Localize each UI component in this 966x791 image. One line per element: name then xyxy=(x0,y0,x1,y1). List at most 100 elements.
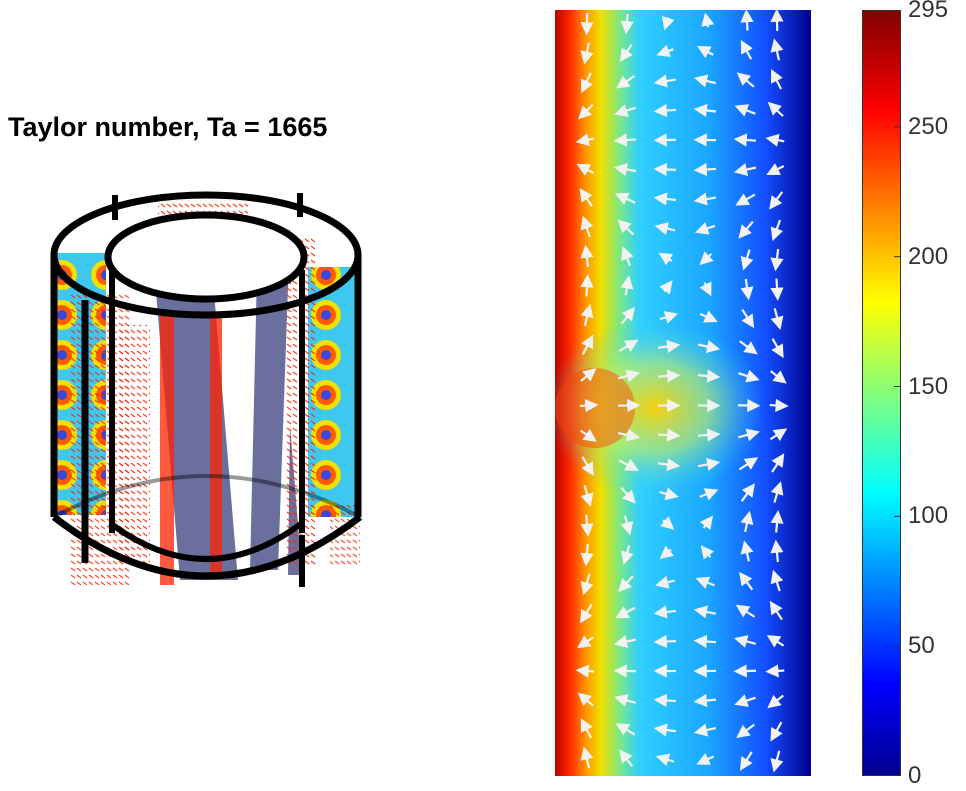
velocity-arrow xyxy=(659,516,675,530)
velocity-arrow xyxy=(579,188,593,207)
velocity-arrow xyxy=(579,399,599,413)
velocity-arrow xyxy=(738,428,760,442)
colorbar-tick-label: 50 xyxy=(908,632,935,660)
velocity-arrow xyxy=(617,428,641,442)
hot-jet-region xyxy=(555,318,765,498)
velocity-arrow xyxy=(620,14,634,35)
velocity-arrow xyxy=(658,252,674,266)
velocity-arrow xyxy=(697,428,721,442)
velocity-arrow xyxy=(577,635,594,649)
velocity-arrow xyxy=(693,723,717,737)
velocity-arrow xyxy=(580,244,594,268)
velocity-arrow xyxy=(694,222,716,235)
colorbar-tick-label: 150 xyxy=(908,372,949,400)
velocity-arrow xyxy=(656,44,674,58)
velocity-arrow xyxy=(581,334,594,355)
velocity-arrow xyxy=(741,308,755,329)
velocity-arrow xyxy=(733,163,757,176)
velocity-arrow xyxy=(618,458,639,471)
velocity-arrow xyxy=(580,514,594,537)
velocity-arrow xyxy=(580,368,597,382)
velocity-arrow xyxy=(618,339,639,353)
velocity-arrow xyxy=(575,664,595,678)
velocity-arrow xyxy=(769,191,784,210)
colorbar-tick-label: 100 xyxy=(908,502,949,530)
velocity-arrow xyxy=(693,693,717,708)
velocity-arrow xyxy=(620,306,635,325)
velocity-arrow xyxy=(580,603,593,624)
velocity-arrow xyxy=(770,248,784,272)
velocity-arrow xyxy=(615,723,636,736)
velocity-arrow xyxy=(766,634,785,648)
velocity-arrow xyxy=(767,101,784,117)
velocity-arrow xyxy=(653,192,677,206)
velocity-arrow xyxy=(735,604,756,618)
velocity-arrow xyxy=(736,72,755,88)
velocity-arrow xyxy=(659,280,673,295)
velocity-arrow xyxy=(699,488,719,501)
velocity-arrow xyxy=(699,281,712,297)
arrow-glyphs-center xyxy=(160,315,174,585)
velocity-arrow xyxy=(580,303,594,327)
velocity-arrow xyxy=(771,338,784,359)
velocity-arrow xyxy=(659,311,679,324)
velocity-arrow xyxy=(700,545,715,560)
velocity-arrow xyxy=(770,308,784,330)
velocity-arrow xyxy=(613,162,637,176)
velocity-arrow xyxy=(653,634,677,649)
velocity-arrow xyxy=(738,457,759,471)
velocity-arrow xyxy=(614,192,636,205)
colorbar-tick-label: 200 xyxy=(908,242,949,270)
velocity-arrow xyxy=(769,600,783,621)
velocity-arrow xyxy=(580,746,594,769)
velocity-arrow xyxy=(620,486,636,504)
velocity-arrow xyxy=(734,635,756,648)
velocity-arrow xyxy=(659,487,679,501)
outer-bottom-rim xyxy=(51,514,363,580)
velocity-arrow xyxy=(580,485,594,507)
velocity-arrow xyxy=(770,481,784,503)
velocity-arrow xyxy=(615,75,636,89)
velocity-arrow xyxy=(580,274,594,297)
velocity-arrow xyxy=(740,10,754,31)
velocity-arrow xyxy=(766,163,785,175)
inner-surface-band-2 xyxy=(250,230,290,570)
colorbar-tick-label: 295 xyxy=(908,0,949,23)
velocity-arrow xyxy=(739,571,754,591)
velocity-arrow xyxy=(733,664,757,678)
velocity-arrow xyxy=(580,215,594,238)
velocity-arrow xyxy=(699,515,714,530)
velocity-arrow xyxy=(739,751,753,771)
velocity-arrow xyxy=(653,74,677,88)
velocity-arrow xyxy=(740,510,754,533)
velocity-arrow xyxy=(734,104,756,117)
velocity-arrow xyxy=(693,74,717,88)
velocity-arrow xyxy=(620,545,634,565)
velocity-arrow xyxy=(580,72,593,94)
colorbar-tick-label: 0 xyxy=(908,762,922,789)
velocity-arrow xyxy=(735,193,756,206)
velocity-arrow xyxy=(655,575,675,589)
velocity-heatmap xyxy=(555,10,811,776)
velocity-arrow xyxy=(733,133,757,147)
velocity-arrow xyxy=(655,753,675,767)
velocity-arrow xyxy=(693,605,717,619)
velocity-arrow xyxy=(739,340,758,355)
velocity-arrow xyxy=(771,453,785,473)
velocity-arrow xyxy=(738,220,754,239)
inner-bottom-rim xyxy=(108,520,304,562)
velocity-arrow xyxy=(620,275,634,296)
velocity-arrow xyxy=(613,133,637,147)
figure-title: Taylor number, Ta = 1665 xyxy=(8,112,328,142)
velocity-arrow xyxy=(740,39,753,60)
velocity-arrow xyxy=(578,103,594,120)
velocity-arrow xyxy=(770,278,784,301)
velocity-arrow xyxy=(770,750,784,773)
velocity-arrow xyxy=(771,69,783,90)
velocity-arrow xyxy=(653,723,677,737)
colorbar-tick-label: 250 xyxy=(908,112,949,140)
velocity-arrow xyxy=(614,104,636,117)
velocity-arrow xyxy=(618,575,634,593)
velocity-arrow xyxy=(653,693,677,708)
velocity-arrow xyxy=(696,752,715,765)
